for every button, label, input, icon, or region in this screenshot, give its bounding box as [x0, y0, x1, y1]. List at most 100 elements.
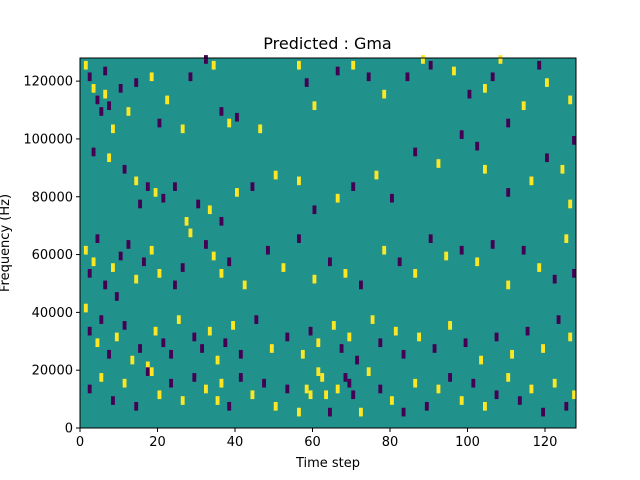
y-tick-label: 80000 — [32, 190, 73, 205]
heatmap-cell — [103, 89, 108, 99]
heatmap-cell — [490, 240, 495, 249]
heatmap-cells — [83, 55, 577, 417]
x-tick-label: 0 — [76, 435, 84, 450]
heatmap-cell — [413, 269, 418, 278]
heatmap-cell — [370, 315, 375, 324]
heatmap-cell — [436, 159, 441, 168]
heatmap-cell — [297, 234, 301, 243]
heatmap-cell — [142, 257, 146, 267]
heatmap-cell — [304, 384, 309, 394]
heatmap-cell — [107, 101, 112, 111]
heatmap-cell — [145, 361, 150, 371]
heatmap-cell — [165, 95, 170, 105]
heatmap-cell — [114, 292, 119, 301]
heatmap-cell — [219, 107, 224, 116]
heatmap-cell — [525, 326, 530, 336]
heatmap-cell — [467, 89, 472, 99]
y-tick-label: 100000 — [23, 132, 73, 147]
heatmap-cell — [91, 147, 96, 157]
heatmap-cell — [107, 349, 112, 359]
heatmap-cell — [250, 182, 255, 191]
heatmap-cell — [328, 407, 332, 417]
heatmap-cell — [459, 396, 464, 405]
heatmap-cell — [308, 326, 313, 336]
heatmap-cell — [405, 72, 410, 82]
heatmap-cell — [568, 199, 573, 209]
heatmap-cell — [436, 384, 441, 394]
heatmap-cell — [537, 263, 542, 272]
heatmap-cell — [238, 349, 243, 359]
heatmap-cell — [521, 101, 526, 111]
heatmap-cell — [161, 193, 166, 203]
heatmap-cell — [223, 338, 228, 348]
heatmap-cell — [541, 407, 546, 417]
heatmap-cell — [103, 66, 108, 76]
heatmap-cell — [568, 95, 573, 105]
x-tick-label: 40 — [227, 435, 244, 450]
heatmap-cell — [219, 378, 224, 388]
heatmap-cell — [382, 89, 387, 99]
heatmap-cell — [134, 78, 139, 87]
heatmap-cell — [568, 332, 573, 342]
heatmap-cell — [347, 332, 352, 342]
heatmap-cell — [312, 205, 317, 215]
heatmap-cell — [91, 257, 96, 267]
heatmap-cell — [87, 326, 92, 336]
heatmap-cell — [300, 349, 305, 359]
heatmap-cell — [111, 396, 115, 405]
heatmap-cell — [83, 303, 88, 313]
heatmap-cell — [560, 164, 565, 174]
heatmap-cell — [506, 373, 511, 382]
heatmap-cell — [483, 84, 487, 93]
heatmap-cell — [521, 245, 526, 255]
heatmap-cell — [393, 326, 398, 336]
heatmap-cell — [134, 401, 139, 411]
heatmap-cell — [335, 193, 340, 203]
heatmap-cell — [153, 326, 158, 336]
heatmap-cell — [258, 124, 263, 134]
heatmap-cell — [479, 355, 484, 365]
heatmap-cell — [235, 188, 239, 197]
heatmap-cell — [448, 321, 453, 330]
heatmap-cell — [417, 332, 422, 342]
heatmap-cell — [273, 170, 278, 180]
heatmap-cell — [304, 78, 309, 87]
heatmap-cell — [343, 269, 348, 278]
heatmap-cell — [262, 378, 267, 388]
heatmap-cell — [490, 72, 495, 82]
heatmap-cell — [130, 355, 135, 365]
heatmap-cell — [564, 401, 569, 411]
heatmap-cell — [169, 378, 174, 388]
heatmap-cell — [126, 240, 131, 249]
plot-frame — [79, 57, 577, 429]
heatmap-cell — [211, 251, 216, 261]
heatmap-cell — [188, 72, 193, 82]
heatmap-cell — [188, 228, 193, 238]
heatmap-cell — [529, 384, 534, 394]
heatmap-cell — [138, 344, 143, 353]
heatmap-cell — [374, 170, 379, 180]
heatmap-cell — [180, 396, 185, 405]
heatmap-cell — [207, 205, 212, 215]
y-axis-label: Frequency (Hz) — [0, 194, 13, 292]
heatmap-cell — [180, 263, 185, 272]
x-tick-label: 120 — [533, 435, 558, 450]
heatmap-cell — [452, 66, 456, 76]
heatmap-cell — [401, 349, 406, 359]
chart-title: Predicted : Gma — [263, 34, 391, 53]
heatmap-cell — [556, 315, 561, 324]
heatmap-cell — [401, 407, 406, 417]
heatmap-cell — [390, 396, 394, 405]
heatmap-cell — [494, 332, 499, 342]
heatmap-cell — [95, 338, 100, 348]
heatmap-cell — [200, 344, 205, 353]
heatmap-cell — [192, 332, 197, 342]
heatmap-cell — [475, 257, 480, 267]
heatmap-cell — [351, 60, 356, 70]
heatmap-cell — [351, 390, 356, 400]
heatmap-cell — [161, 338, 166, 348]
y-tick-label: 20000 — [32, 364, 73, 379]
heatmap-cell — [173, 280, 177, 290]
heatmap-cell — [145, 182, 150, 191]
heatmap-cell — [126, 107, 131, 116]
